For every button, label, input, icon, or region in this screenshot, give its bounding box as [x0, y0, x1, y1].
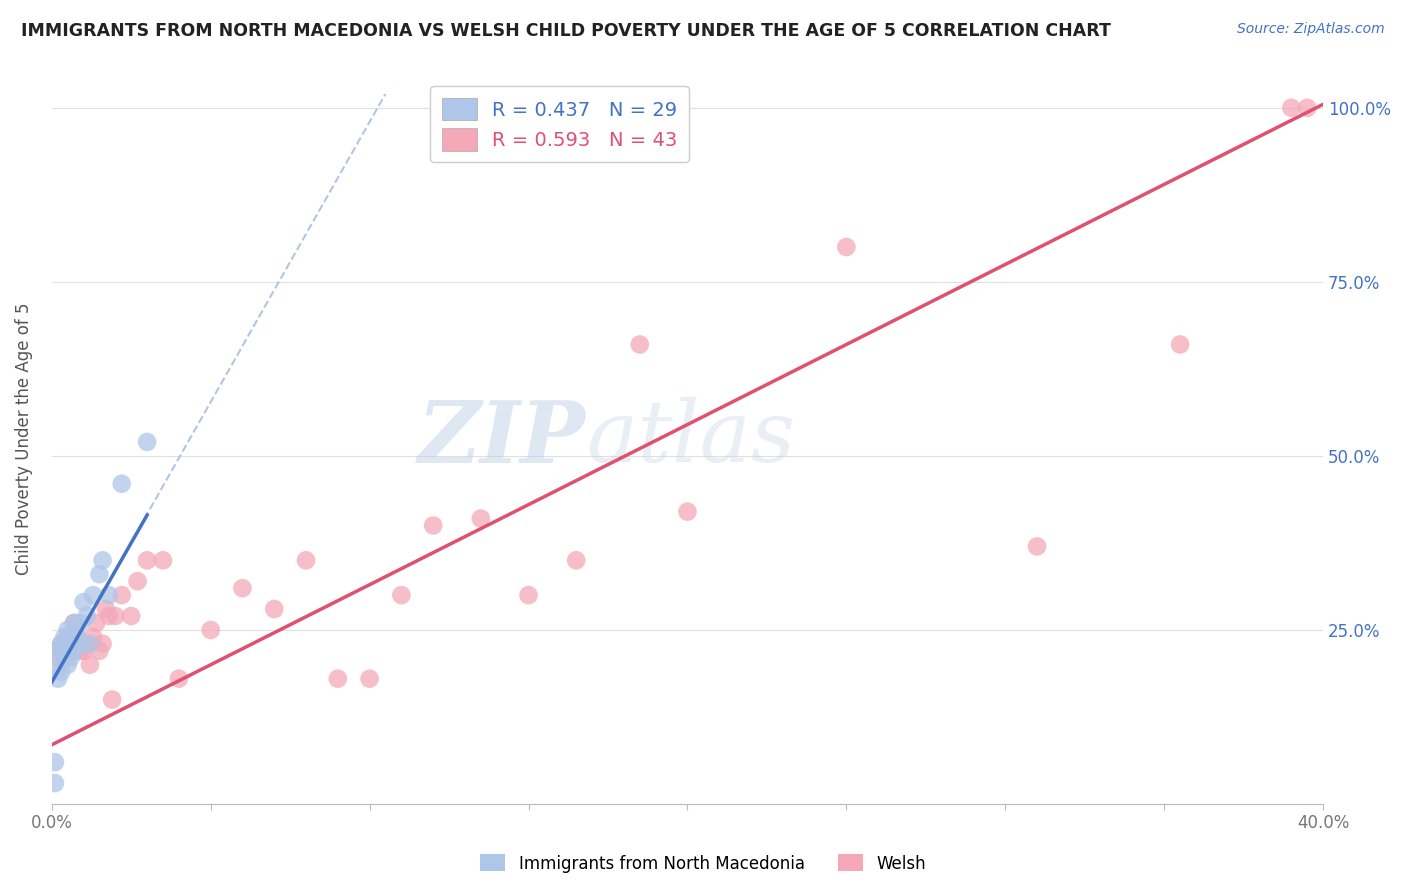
Point	[72, 595, 94, 609]
Point	[101, 692, 124, 706]
Point	[51, 637, 73, 651]
Point	[72, 644, 94, 658]
Text: IMMIGRANTS FROM NORTH MACEDONIA VS WELSH CHILD POVERTY UNDER THE AGE OF 5 CORREL: IMMIGRANTS FROM NORTH MACEDONIA VS WELSH…	[21, 22, 1111, 40]
Point	[89, 644, 111, 658]
Point	[44, 755, 66, 769]
Point	[326, 672, 349, 686]
Point	[56, 623, 79, 637]
Point	[565, 553, 588, 567]
Point	[136, 553, 159, 567]
Point	[46, 657, 69, 672]
Point	[46, 650, 69, 665]
Point	[263, 602, 285, 616]
Point	[46, 644, 69, 658]
Point	[628, 337, 651, 351]
Legend: Immigrants from North Macedonia, Welsh: Immigrants from North Macedonia, Welsh	[474, 847, 932, 880]
Point	[152, 553, 174, 567]
Point	[66, 630, 89, 644]
Point	[82, 630, 104, 644]
Point	[63, 644, 86, 658]
Point	[517, 588, 540, 602]
Point	[120, 609, 142, 624]
Point	[59, 630, 82, 644]
Point	[1168, 337, 1191, 351]
Point	[51, 665, 73, 679]
Text: ZIP: ZIP	[418, 397, 586, 480]
Point	[1026, 540, 1049, 554]
Point	[82, 588, 104, 602]
Point	[389, 588, 412, 602]
Point	[69, 644, 91, 658]
Point	[79, 657, 101, 672]
Text: atlas: atlas	[586, 397, 794, 480]
Legend: R = 0.437   N = 29, R = 0.593   N = 43: R = 0.437 N = 29, R = 0.593 N = 43	[430, 87, 689, 162]
Point	[76, 609, 98, 624]
Point	[94, 602, 117, 616]
Point	[1279, 101, 1302, 115]
Point	[200, 623, 222, 637]
Point	[79, 637, 101, 651]
Point	[59, 650, 82, 665]
Point	[84, 615, 107, 630]
Point	[53, 650, 76, 665]
Point	[167, 672, 190, 686]
Point	[104, 609, 127, 624]
Point	[359, 672, 381, 686]
Point	[44, 776, 66, 790]
Point	[111, 476, 134, 491]
Point	[422, 518, 444, 533]
Point	[51, 644, 73, 658]
Point	[97, 588, 120, 602]
Point	[127, 574, 149, 589]
Point	[136, 434, 159, 449]
Point	[46, 672, 69, 686]
Point	[44, 644, 66, 658]
Point	[231, 581, 253, 595]
Point	[1296, 101, 1319, 115]
Point	[56, 644, 79, 658]
Point	[69, 637, 91, 651]
Point	[56, 657, 79, 672]
Text: Source: ZipAtlas.com: Source: ZipAtlas.com	[1237, 22, 1385, 37]
Point	[63, 615, 86, 630]
Point	[89, 567, 111, 582]
Point	[295, 553, 318, 567]
Point	[91, 637, 114, 651]
Point	[63, 615, 86, 630]
Point	[676, 505, 699, 519]
Point	[835, 240, 858, 254]
Point	[76, 637, 98, 651]
Point	[51, 637, 73, 651]
Y-axis label: Child Poverty Under the Age of 5: Child Poverty Under the Age of 5	[15, 302, 32, 574]
Point	[91, 553, 114, 567]
Point	[69, 615, 91, 630]
Point	[66, 630, 89, 644]
Point	[97, 609, 120, 624]
Point	[470, 511, 492, 525]
Point	[111, 588, 134, 602]
Point	[59, 644, 82, 658]
Point	[56, 630, 79, 644]
Point	[53, 630, 76, 644]
